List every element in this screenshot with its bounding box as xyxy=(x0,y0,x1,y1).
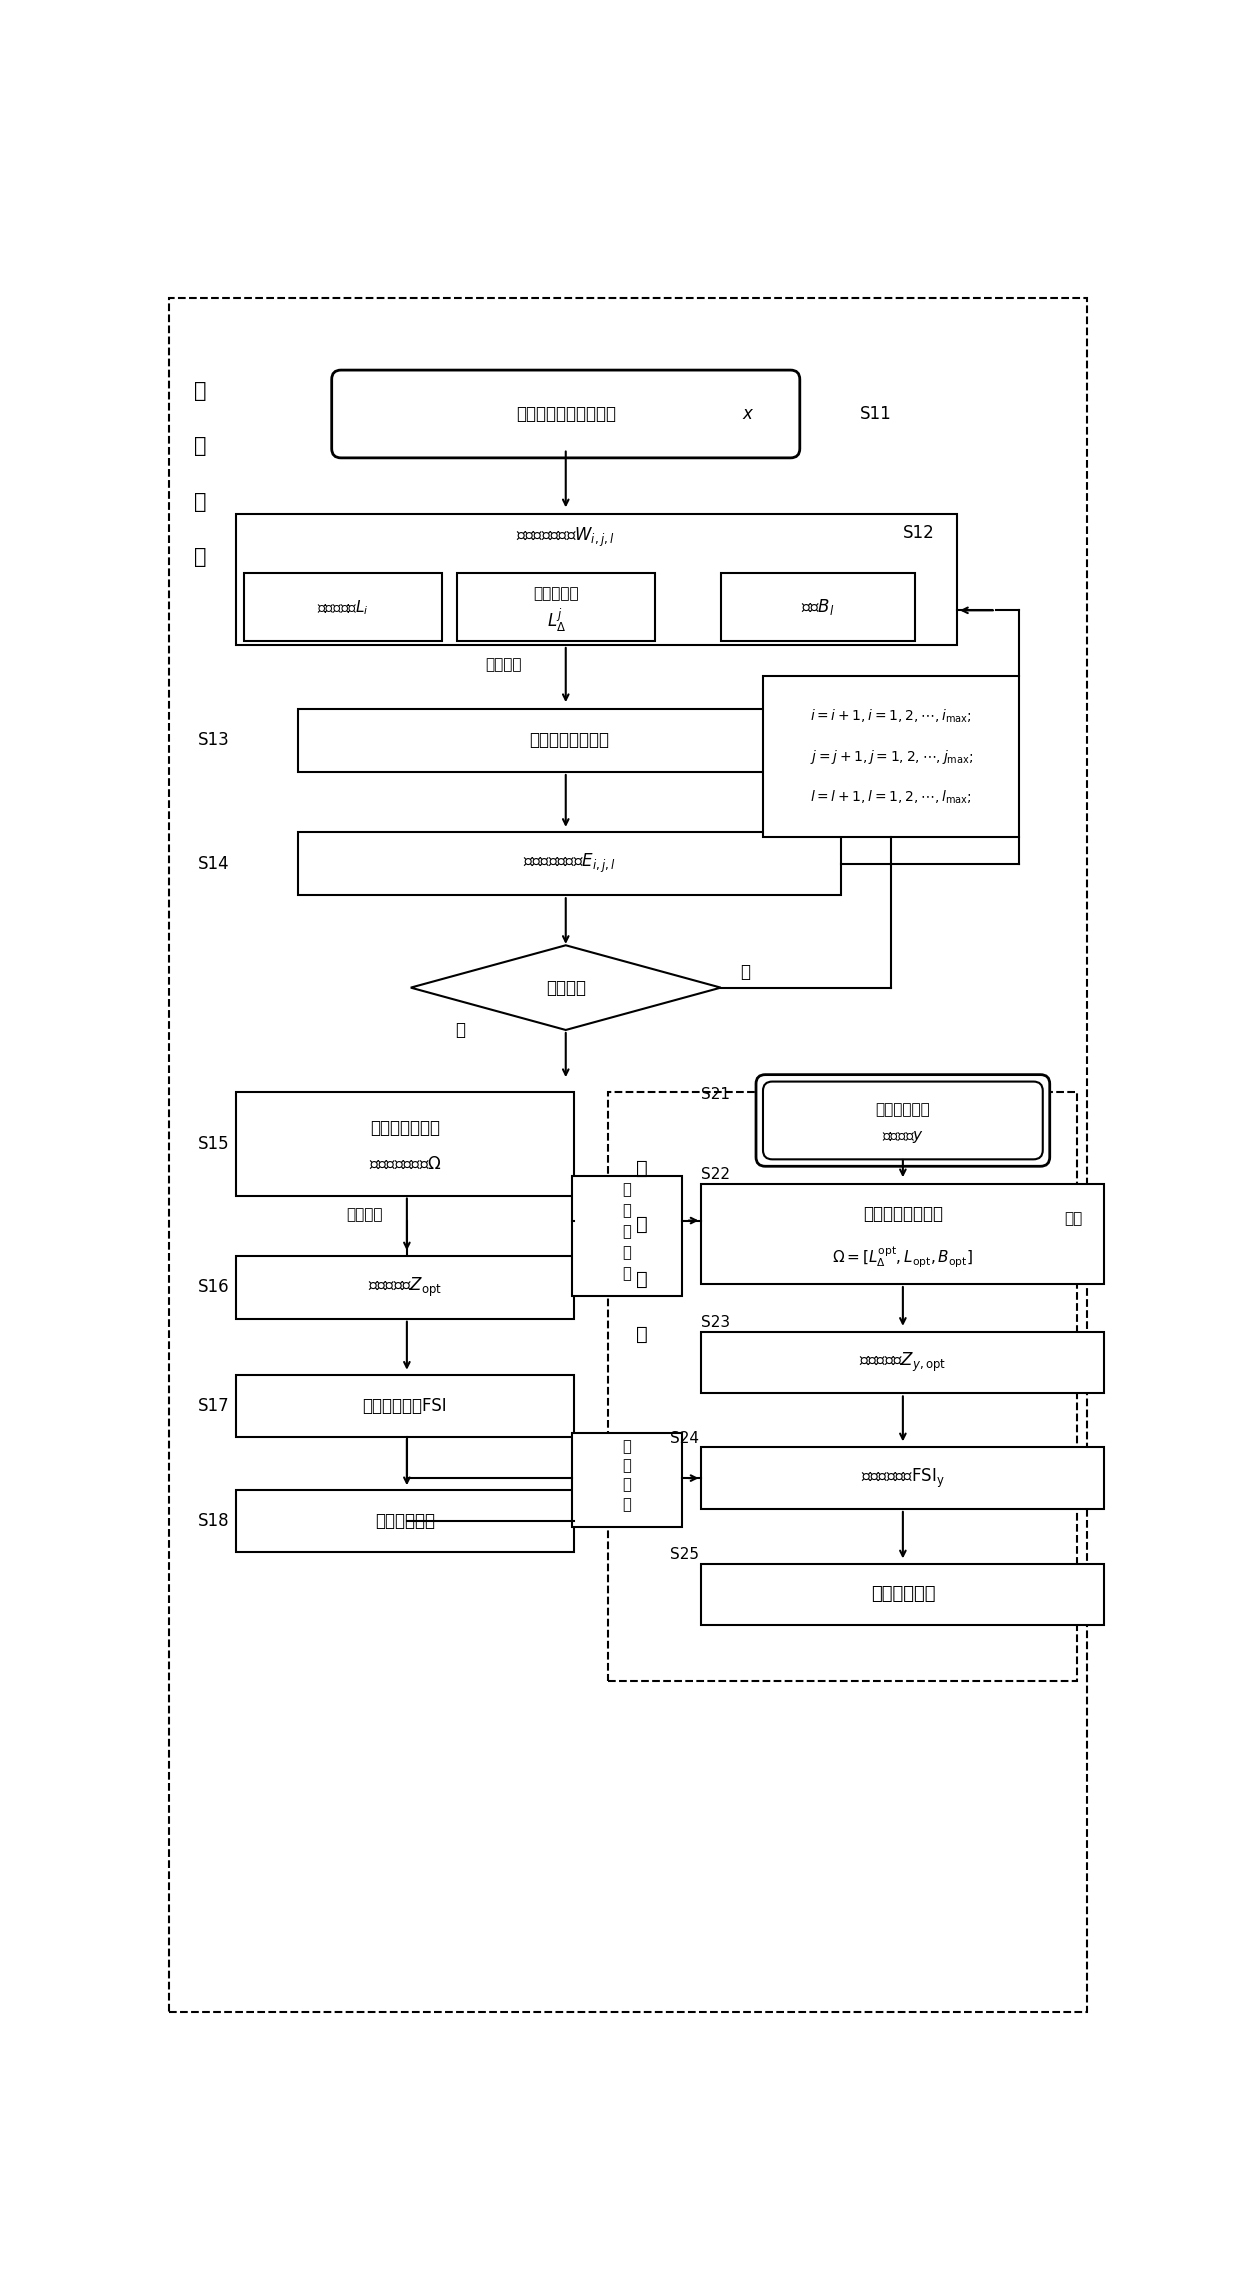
Text: 实际轴承振动: 实际轴承振动 xyxy=(875,1102,930,1116)
Text: 故障轴承振动信号采集: 故障轴承振动信号采集 xyxy=(516,404,616,422)
Text: 希尔伯特包络解调: 希尔伯特包络解调 xyxy=(529,733,610,748)
Text: 获得最小噪声指: 获得最小噪声指 xyxy=(370,1118,440,1136)
FancyBboxPatch shape xyxy=(237,1255,573,1319)
Polygon shape xyxy=(410,945,720,1029)
Text: S23: S23 xyxy=(702,1314,730,1330)
Text: S16: S16 xyxy=(197,1278,229,1296)
Text: 故障程度指标FSI: 故障程度指标FSI xyxy=(362,1397,448,1415)
Text: S12: S12 xyxy=(903,525,935,543)
Text: 波: 波 xyxy=(622,1203,631,1219)
Text: S13: S13 xyxy=(197,733,229,748)
Text: 值: 值 xyxy=(622,1458,631,1474)
Text: $L^j_\Delta$: $L^j_\Delta$ xyxy=(547,607,565,634)
Text: 标对应的滤波器$\Omega$: 标对应的滤波器$\Omega$ xyxy=(368,1155,441,1173)
Text: 实: 实 xyxy=(636,1159,647,1178)
FancyBboxPatch shape xyxy=(299,833,841,895)
Text: 训: 训 xyxy=(193,491,206,511)
Text: 最佳包络谱$Z_{y,\rm opt}$: 最佳包络谱$Z_{y,\rm opt}$ xyxy=(859,1351,946,1374)
Text: 滤波器步长: 滤波器步长 xyxy=(533,586,579,600)
Text: $x$: $x$ xyxy=(742,404,754,422)
FancyBboxPatch shape xyxy=(237,513,957,646)
Text: 频带$B_l$: 频带$B_l$ xyxy=(801,598,835,616)
FancyBboxPatch shape xyxy=(237,1376,573,1438)
Text: 包络谱噪声指标$E_{i,j,l}$: 包络谱噪声指标$E_{i,j,l}$ xyxy=(523,851,616,876)
Text: 参: 参 xyxy=(622,1246,631,1260)
FancyBboxPatch shape xyxy=(572,1175,682,1296)
FancyBboxPatch shape xyxy=(764,675,1019,837)
Text: 设置滤波器参数$W_{i,j,l}$: 设置滤波器参数$W_{i,j,l}$ xyxy=(517,525,615,548)
Text: 诊: 诊 xyxy=(636,1271,647,1289)
Text: 断: 断 xyxy=(636,1326,647,1344)
Text: 数: 数 xyxy=(193,436,206,456)
Text: 时: 时 xyxy=(636,1214,647,1235)
Text: 指标对应关系: 指标对应关系 xyxy=(374,1513,435,1531)
Text: $i=i+1, i=1,2,\cdots,i_{\max};$: $i=i+1, i=1,2,\cdots,i_{\max};$ xyxy=(810,707,972,726)
Text: S25: S25 xyxy=(671,1547,699,1561)
Text: 滤波输出: 滤波输出 xyxy=(346,1207,382,1223)
FancyBboxPatch shape xyxy=(458,573,655,641)
Text: S17: S17 xyxy=(197,1397,229,1415)
Text: S14: S14 xyxy=(197,856,229,872)
Text: 设置最佳滤波参数: 设置最佳滤波参数 xyxy=(863,1205,942,1223)
Text: $l=l+1, l=1,2,\cdots,l_{\max};$: $l=l+1, l=1,2,\cdots,l_{\max};$ xyxy=(810,787,972,806)
Text: 器: 器 xyxy=(622,1223,631,1239)
Text: 滤波: 滤波 xyxy=(1064,1212,1083,1225)
Text: 否: 否 xyxy=(740,963,750,981)
FancyBboxPatch shape xyxy=(702,1563,1105,1625)
Text: 故障程度指标$\rm FSI_y$: 故障程度指标$\rm FSI_y$ xyxy=(861,1467,945,1490)
FancyBboxPatch shape xyxy=(702,1333,1105,1394)
Text: $j=j+1, j=1,2,\cdots,j_{\max};$: $j=j+1, j=1,2,\cdots,j_{\max};$ xyxy=(810,748,973,767)
Text: 最佳包络谱$Z_{\rm opt}$: 最佳包络谱$Z_{\rm opt}$ xyxy=(368,1276,441,1298)
Text: S24: S24 xyxy=(671,1431,699,1445)
Text: 数: 数 xyxy=(622,1267,631,1280)
Text: 练: 练 xyxy=(193,548,206,568)
FancyBboxPatch shape xyxy=(572,1433,682,1527)
Text: 参: 参 xyxy=(193,381,206,402)
FancyBboxPatch shape xyxy=(702,1447,1105,1508)
FancyBboxPatch shape xyxy=(332,370,800,459)
Text: S18: S18 xyxy=(197,1513,229,1531)
FancyBboxPatch shape xyxy=(702,1184,1105,1285)
Text: 设: 设 xyxy=(622,1476,631,1492)
Text: 故障定量诊断: 故障定量诊断 xyxy=(870,1586,935,1604)
Text: 阈: 阈 xyxy=(622,1440,631,1454)
Text: 循环结束: 循环结束 xyxy=(546,979,585,997)
Text: 信号采集$y$: 信号采集$y$ xyxy=(882,1130,924,1146)
FancyBboxPatch shape xyxy=(720,573,915,641)
FancyBboxPatch shape xyxy=(244,573,441,641)
FancyBboxPatch shape xyxy=(237,1091,573,1196)
Text: 滤波输出: 滤波输出 xyxy=(486,657,522,671)
FancyBboxPatch shape xyxy=(756,1075,1050,1166)
Text: S11: S11 xyxy=(861,404,892,422)
FancyBboxPatch shape xyxy=(299,710,841,771)
Text: 定: 定 xyxy=(622,1497,631,1511)
Text: 滤: 滤 xyxy=(622,1182,631,1198)
FancyBboxPatch shape xyxy=(609,1091,1078,1680)
Text: S15: S15 xyxy=(197,1134,229,1152)
FancyBboxPatch shape xyxy=(169,299,1087,2013)
Text: 是: 是 xyxy=(455,1020,465,1038)
FancyBboxPatch shape xyxy=(763,1082,1043,1159)
FancyBboxPatch shape xyxy=(237,1490,573,1552)
Text: $\Omega=[L^{\rm opt}_\Delta, L_{\rm opt}, B_{\rm opt}]$: $\Omega=[L^{\rm opt}_\Delta, L_{\rm opt}… xyxy=(832,1244,973,1269)
Text: 滤波器长度$L_i$: 滤波器长度$L_i$ xyxy=(317,598,368,616)
Text: S22: S22 xyxy=(702,1166,730,1182)
Text: S21: S21 xyxy=(702,1086,730,1102)
